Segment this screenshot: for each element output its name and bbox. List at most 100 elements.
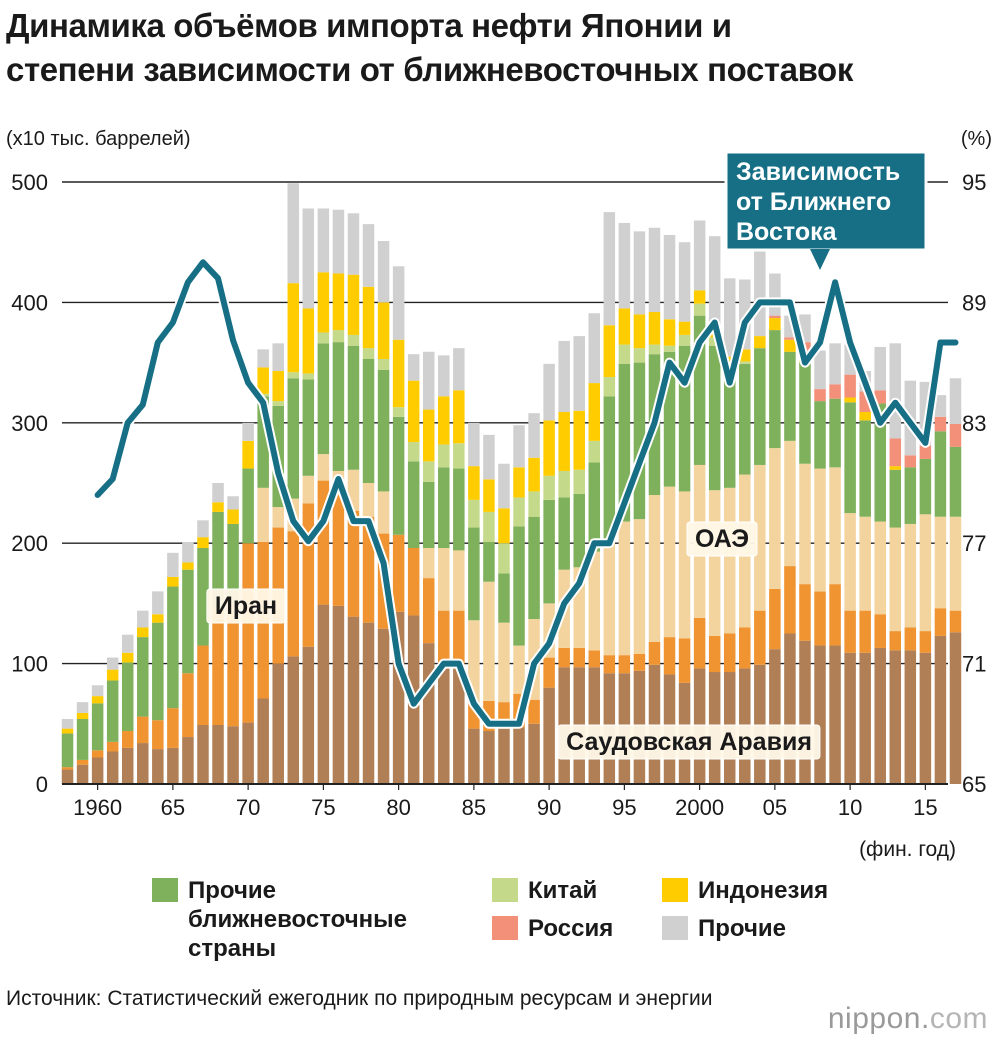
- bar-1970-series-3: [242, 468, 254, 544]
- bar-1979-series-3: [377, 369, 390, 492]
- x-tick-label-2010: 10: [838, 795, 862, 820]
- x-tick-label-1970: 70: [236, 795, 260, 820]
- bar-1998-series-4: [663, 345, 676, 352]
- bar-1998-series-2: [663, 486, 676, 638]
- bar-1996-series-2: [633, 519, 646, 654]
- bar-1987-series-3: [498, 573, 510, 623]
- legend-label-russia: Россия: [528, 915, 614, 942]
- bar-1977-series-3: [347, 345, 360, 470]
- bar-1964-series-1: [152, 720, 164, 750]
- bar-2000-series-5: [693, 290, 706, 304]
- bar-2016-series-6: [934, 416, 947, 432]
- bar-1968-series-3: [212, 511, 224, 609]
- bar-1977-series-1: [347, 510, 360, 617]
- bar-1984-series-1: [453, 610, 465, 665]
- bar-2000-series-1: [693, 617, 706, 669]
- bar-1962-series-7: [121, 634, 134, 653]
- bar-1998-series-3: [663, 351, 676, 487]
- bar-1972-series-4: [272, 401, 284, 406]
- bar-1982-series-3: [422, 481, 435, 549]
- legend-item-indonesia: Индонезия: [662, 876, 828, 905]
- bar-1973-series-3: [287, 378, 300, 499]
- bar-1966-series-3: [182, 569, 194, 674]
- bar-2013-series-0: [889, 650, 902, 784]
- bar-2004-series-1: [754, 610, 766, 665]
- legend-swatch-indonesia: [662, 878, 688, 902]
- bar-1996-series-3: [633, 362, 646, 520]
- bar-1965-series-0: [167, 747, 179, 784]
- bar-2006-series-5: [784, 339, 796, 352]
- bar-2015-series-6: [919, 445, 932, 459]
- bar-1984-series-3: [453, 468, 465, 551]
- x-axis-unit: (фин. год): [859, 838, 956, 861]
- bar-1969-series-1: [227, 603, 239, 727]
- label-iran-box: [206, 588, 286, 624]
- bar-1987-series-1: [498, 702, 510, 729]
- bar-1998-series-1: [663, 637, 676, 675]
- bar-1980-series-4: [392, 407, 405, 417]
- bar-1962-series-0: [121, 747, 134, 784]
- callout-dependency-line-1: Зависимость: [736, 158, 900, 186]
- bar-1998-series-7: [663, 234, 676, 320]
- bar-2004-series-3: [754, 348, 766, 465]
- bar-2006-series-7: [784, 315, 796, 338]
- bar-2014-series-3: [904, 467, 917, 524]
- bar-1963-series-0: [137, 743, 149, 784]
- bar-2016-series-3: [934, 431, 947, 517]
- bar-1998-series-5: [663, 319, 676, 346]
- bar-1980-series-0: [392, 611, 405, 784]
- bar-2014-series-6: [904, 455, 917, 468]
- bar-1974-series-2: [302, 475, 315, 504]
- bar-2017-series-1: [949, 610, 962, 633]
- bar-2006-series-0: [784, 633, 796, 784]
- bar-1982-series-5: [422, 409, 435, 462]
- bar-2005-series-5: [769, 318, 781, 331]
- bar-2009-series-3: [829, 398, 841, 468]
- x-tick-label-1960: 1960: [73, 795, 122, 820]
- bar-1999-series-2: [678, 491, 691, 639]
- bar-1974-series-5: [302, 308, 315, 374]
- y2-tick-label-71: 71: [962, 652, 986, 677]
- bar-1989-series-4: [528, 491, 540, 517]
- bar-1985-series-0: [468, 728, 480, 784]
- bar-1986-series-2: [483, 581, 495, 701]
- bar-1968-series-7: [212, 483, 224, 503]
- bar-1987-series-0: [498, 728, 510, 784]
- bar-1991-series-7: [558, 340, 570, 412]
- bar-2013-series-3: [889, 469, 902, 528]
- bar-1988-series-2: [513, 645, 525, 694]
- bar-2004-series-5: [754, 336, 766, 349]
- bar-1973-series-1: [287, 531, 300, 657]
- bar-2010-series-3: [844, 402, 856, 514]
- bar-1990-series-1: [543, 657, 555, 688]
- bar-1999-series-4: [678, 334, 691, 346]
- bar-2013-series-2: [889, 527, 902, 632]
- chart-title: Динамика объёмов импорта нефти Японии и …: [6, 4, 853, 92]
- bar-1989-series-7: [528, 413, 540, 458]
- bar-2009-series-6: [829, 384, 841, 399]
- legend-label-others: Прочие: [698, 915, 787, 942]
- source-note: Источник: Статистический ежегодник по пр…: [6, 987, 713, 1010]
- brand-logo[interactable]: nippon.com: [828, 1002, 988, 1036]
- bar-2007-series-1: [799, 584, 811, 641]
- bar-2004-series-0: [754, 664, 766, 784]
- bar-1991-series-3: [558, 497, 570, 570]
- bar-1975-series-5: [317, 272, 330, 333]
- bar-1999-series-5: [678, 321, 691, 335]
- bar-1977-series-2: [347, 469, 360, 511]
- bar-1993-series-7: [588, 313, 601, 384]
- bar-2006-series-1: [784, 566, 796, 634]
- legend-item-others: Прочие: [662, 914, 786, 943]
- bar-1987-series-4: [498, 543, 510, 574]
- bar-1977-series-7: [347, 213, 360, 275]
- label-uae-box: [686, 521, 758, 557]
- bar-2012-series-0: [874, 647, 886, 784]
- bar-1997-series-7: [648, 227, 661, 313]
- bar-1976-series-0: [332, 605, 345, 784]
- x-tick-label-1980: 80: [386, 795, 410, 820]
- bar-1970-series-7: [242, 422, 254, 441]
- bar-1981-series-3: [407, 461, 420, 549]
- bar-1994-series-7: [603, 212, 616, 326]
- bar-1983-series-2: [438, 548, 450, 611]
- bar-2008-series-1: [814, 591, 826, 646]
